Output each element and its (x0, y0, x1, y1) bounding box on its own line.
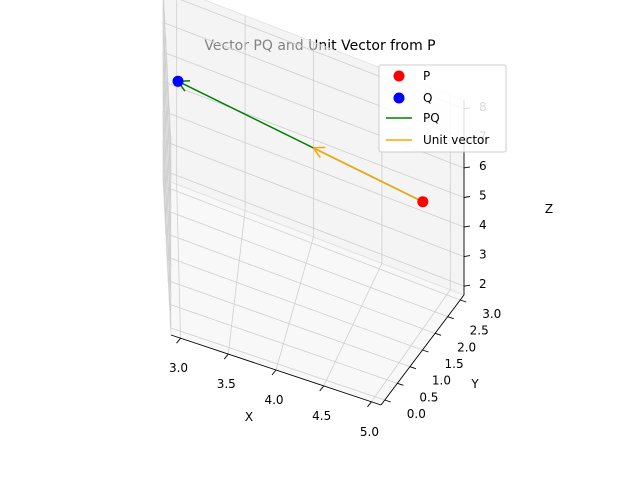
y-tick-label: 1.5 (445, 357, 464, 371)
legend-marker-q (393, 92, 405, 104)
z-tick (463, 166, 471, 169)
z-tick-label: 6 (479, 159, 487, 173)
z-tick (463, 284, 471, 287)
y-tick-label: 0.5 (419, 390, 438, 404)
x-axis-label: X (245, 410, 253, 424)
y-tick (447, 316, 454, 320)
y-tick (422, 349, 429, 353)
vector-unit-vector-head (312, 147, 321, 159)
y-tick-label: 0.0 (407, 407, 426, 421)
z-tick (463, 255, 471, 258)
x-tick-label: 4.0 (264, 393, 283, 407)
z-tick-label: 5 (479, 189, 487, 203)
x-tick-label: 3.0 (169, 361, 188, 375)
grid-line-y-floor (166, 256, 423, 351)
legend-label-unit-vector: Unit vector (423, 133, 489, 147)
grid-line-y-floor (165, 232, 436, 334)
grid-line-z-left (162, 140, 172, 297)
grid-line-y-floor (163, 185, 461, 301)
grid-line-y-floor (168, 280, 411, 368)
y-tick-label: 2.0 (457, 340, 476, 354)
legend-frame (378, 64, 507, 153)
grid-lines (162, 0, 465, 403)
z-axis-label: Z (545, 202, 553, 216)
z-tick-label: 2 (479, 277, 487, 291)
grid-line-z-left (162, 51, 172, 208)
x-tick (271, 369, 277, 376)
grid-line-z-back (162, 140, 465, 257)
z-tick-label: 4 (479, 218, 487, 232)
z-tick-label: 3 (479, 248, 487, 262)
data-marks (172, 75, 429, 208)
x-tick-label: 5.0 (360, 425, 379, 439)
z-tick (463, 225, 471, 228)
grid-line-z-back (162, 81, 465, 198)
grid-line-z-back (162, 110, 465, 228)
vector-unit-vector (313, 147, 424, 203)
y-axis-label: Y (470, 377, 479, 391)
y-tick (409, 366, 417, 370)
grid-line-z-left (162, 111, 172, 268)
y-tick (397, 382, 404, 386)
legend-marker-p (393, 70, 405, 82)
y-tick-label: 3.0 (482, 307, 501, 321)
z-tick (463, 196, 471, 198)
legend-label-p: P (423, 69, 430, 83)
x-tick (223, 353, 229, 360)
legend-label-q: Q (423, 91, 432, 105)
grid-line-y-floor (169, 303, 398, 384)
x-tick (367, 401, 372, 408)
legend-label-pq: PQ (423, 111, 440, 125)
x-tick (319, 385, 325, 392)
point-q (172, 75, 184, 87)
y-tick (460, 299, 467, 303)
y-tick-label: 2.5 (470, 324, 489, 338)
legend: P Q PQ Unit vector (378, 64, 507, 153)
x-tick-label: 4.5 (312, 409, 331, 423)
grid-line-z-left (162, 81, 172, 238)
y-tick (384, 399, 391, 403)
grid-line-y-floor (164, 209, 448, 318)
grid-line-z-back (162, 169, 465, 287)
x-tick-label: 3.5 (217, 377, 236, 391)
grid-line-z-left (162, 0, 172, 149)
x-tick (176, 337, 181, 344)
vector-unit-vector-head (313, 146, 326, 149)
y-tick (434, 332, 442, 336)
grid-line-z-left (162, 22, 172, 179)
grid-line-z-left (162, 170, 172, 327)
y-tick-label: 1.0 (432, 374, 451, 388)
grid-line-y-floor (170, 327, 385, 401)
point-p (417, 196, 429, 208)
